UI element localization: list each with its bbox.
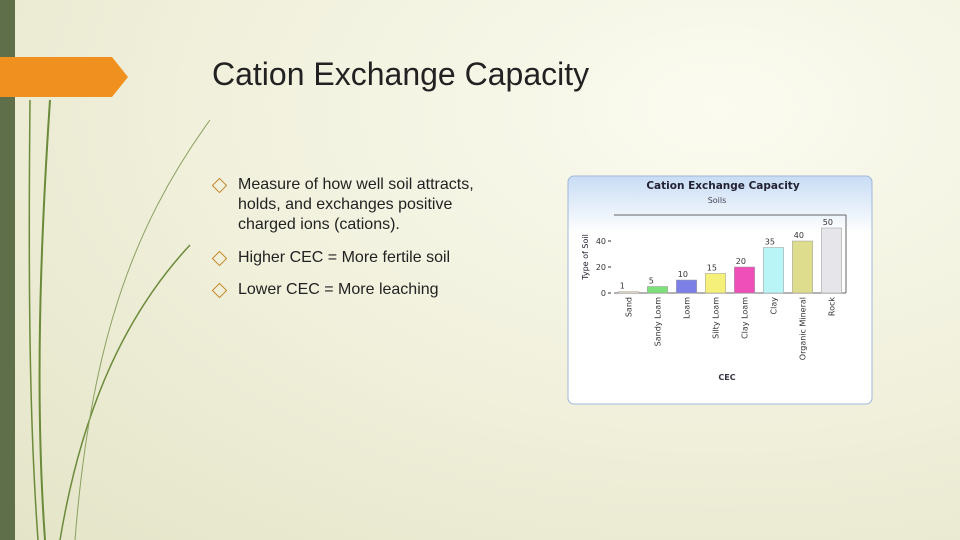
- x-tick-label: Silty Loam: [712, 297, 721, 339]
- x-axis-label: CEC: [718, 373, 735, 382]
- y-tick-label: 0: [601, 289, 606, 298]
- value-label: 10: [678, 270, 688, 279]
- x-tick-label: Sand: [625, 297, 634, 317]
- bar: [821, 227, 842, 294]
- bar: [734, 266, 755, 294]
- x-tick-label: Organic Mineral: [799, 297, 808, 360]
- value-label: 40: [794, 231, 804, 240]
- value-label: 5: [649, 277, 654, 286]
- x-tick-label: Rock: [828, 297, 837, 316]
- y-axis-label: Type of Soil: [581, 234, 590, 281]
- chart: Cation Exchange Capacity Soils Type of S…: [567, 175, 873, 405]
- slide-title: Cation Exchange Capacity: [212, 56, 590, 92]
- bullet-text: Higher CEC = More fertile soil: [238, 249, 451, 266]
- value-label: 20: [736, 257, 746, 266]
- value-label: 50: [823, 218, 833, 227]
- x-tick-label: Sandy Loam: [654, 297, 663, 347]
- bar: [676, 279, 697, 294]
- bullet-text: Measure of how well soil attracts, holds…: [238, 176, 474, 233]
- bar: [763, 247, 784, 294]
- bar: [618, 291, 639, 294]
- value-label: 15: [707, 264, 717, 273]
- value-label: 35: [765, 238, 775, 247]
- x-tick-label: Clay: [770, 297, 779, 315]
- chart-subtitle: Soils: [708, 196, 727, 205]
- bar: [647, 286, 668, 294]
- value-label: 1: [620, 282, 625, 291]
- bar: [705, 273, 726, 294]
- bullet-text: Lower CEC = More leaching: [238, 281, 439, 298]
- x-tick-label: Loam: [683, 297, 692, 319]
- bar: [792, 240, 813, 294]
- y-tick-label: 20: [596, 263, 606, 272]
- x-tick-label: Clay Loam: [741, 297, 750, 339]
- y-tick-label: 40: [596, 237, 606, 246]
- chart-title: Cation Exchange Capacity: [646, 180, 799, 192]
